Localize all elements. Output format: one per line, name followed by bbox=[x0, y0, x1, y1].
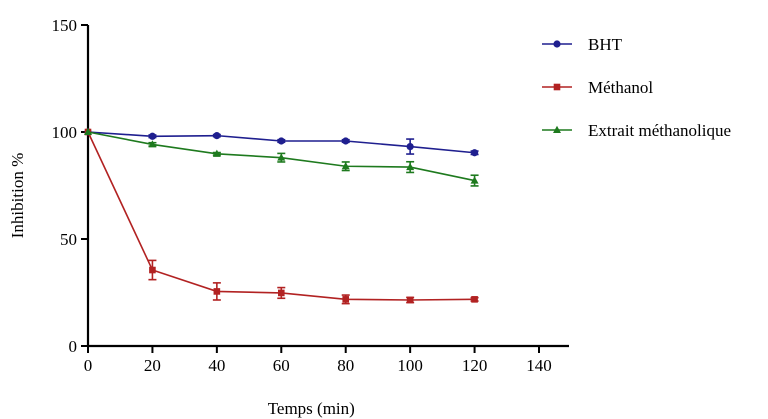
legend-label: Extrait méthanolique bbox=[588, 121, 731, 140]
x-tick-label: 60 bbox=[273, 356, 290, 375]
x-tick-label: 120 bbox=[462, 356, 488, 375]
data-point bbox=[148, 132, 157, 140]
legend-label: Méthanol bbox=[588, 78, 653, 97]
series-2 bbox=[84, 127, 479, 187]
y-tick-label: 100 bbox=[52, 123, 78, 142]
legend: BHT Méthanol Extrait méthanolique bbox=[542, 35, 731, 140]
data-point bbox=[84, 127, 92, 135]
data-point bbox=[277, 289, 285, 297]
data-point bbox=[277, 153, 286, 161]
data-point bbox=[277, 137, 285, 145]
y-axis-label: Inhibition % bbox=[8, 153, 27, 238]
data-point bbox=[212, 149, 221, 157]
data-point bbox=[471, 296, 478, 303]
data-point bbox=[470, 149, 479, 157]
data-point bbox=[341, 162, 350, 170]
data-point bbox=[342, 296, 350, 303]
legend-label: BHT bbox=[588, 35, 623, 54]
axes: 0 20 40 60 80 100 120 140 0 50 100 150 bbox=[52, 16, 569, 375]
data-point bbox=[406, 162, 415, 171]
x-tick-label: 100 bbox=[397, 356, 423, 375]
x-tick-label: 80 bbox=[337, 356, 354, 375]
data-point bbox=[213, 288, 221, 295]
data-point bbox=[406, 296, 414, 304]
x-axis-label: Temps (min) bbox=[268, 399, 355, 418]
x-tick-label: 0 bbox=[84, 356, 93, 375]
legend-marker bbox=[553, 125, 561, 133]
series-layer bbox=[84, 127, 479, 305]
legend-item-0: BHT bbox=[542, 35, 623, 54]
x-tick-label: 140 bbox=[526, 356, 552, 375]
legend-marker bbox=[553, 40, 561, 48]
data-point bbox=[213, 132, 221, 140]
data-point bbox=[406, 142, 414, 151]
y-tick-label: 150 bbox=[52, 16, 78, 35]
legend-item-1: Méthanol bbox=[542, 78, 653, 97]
x-tick-label: 40 bbox=[208, 356, 225, 375]
y-tick-label: 0 bbox=[69, 337, 78, 356]
series-0 bbox=[84, 128, 479, 157]
data-point bbox=[470, 176, 479, 184]
y-tick-label: 50 bbox=[60, 230, 77, 249]
data-point bbox=[148, 140, 157, 148]
data-point bbox=[149, 266, 156, 274]
legend-marker bbox=[553, 83, 561, 91]
x-tick-label: 20 bbox=[144, 356, 161, 375]
legend-item-2: Extrait méthanolique bbox=[542, 121, 731, 140]
data-point bbox=[342, 137, 350, 145]
